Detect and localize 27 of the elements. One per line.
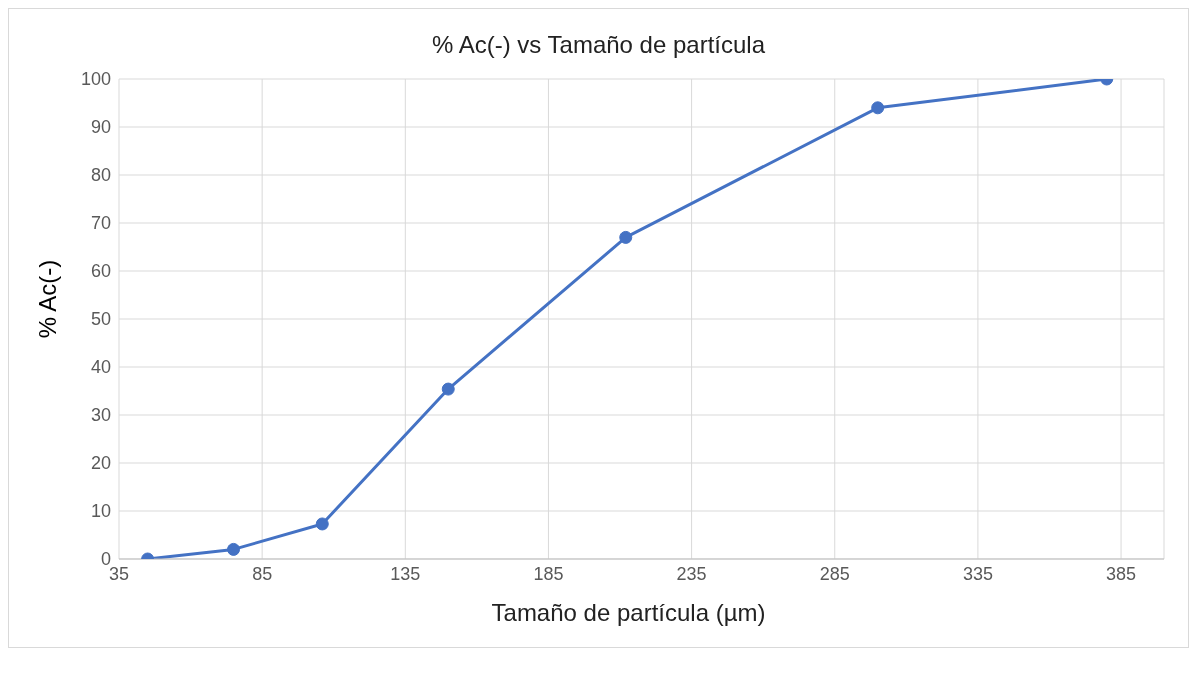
y-tick-label: 40 (90, 357, 111, 378)
point (227, 542, 241, 556)
y-tick-label: 70 (90, 213, 111, 234)
x-tick-label: 385 (1106, 563, 1137, 584)
point (871, 101, 885, 115)
point (315, 517, 329, 531)
y-tick-label: 60 (90, 261, 111, 282)
point (441, 382, 455, 396)
x-tick-label: 335 (962, 563, 993, 584)
y-tick-label: 50 (90, 309, 111, 330)
y-tick-label: 80 (90, 165, 111, 186)
y-tick-label: 10 (90, 501, 111, 522)
point (619, 230, 633, 244)
y-tick-label: 100 (80, 69, 111, 90)
x-tick-label: 35 (108, 563, 130, 584)
y-tick-label: 0 (100, 549, 111, 570)
y-tick-label: 20 (90, 453, 111, 474)
x-tick-label: 285 (819, 563, 850, 584)
y-tick-label: 90 (90, 117, 111, 138)
y-tick-label: 30 (90, 405, 111, 426)
x-tick-label: 135 (390, 563, 421, 584)
x-axis-title: Tamaño de partícula (µm) (490, 599, 767, 628)
x-tick-label: 85 (252, 563, 273, 584)
chart-title: % Ac(-) vs Tamaño de partícula (430, 30, 766, 59)
y-axis-title: % Ac(-) (34, 259, 62, 339)
x-tick-label: 235 (676, 563, 707, 584)
x-tick-label: 185 (533, 563, 564, 584)
